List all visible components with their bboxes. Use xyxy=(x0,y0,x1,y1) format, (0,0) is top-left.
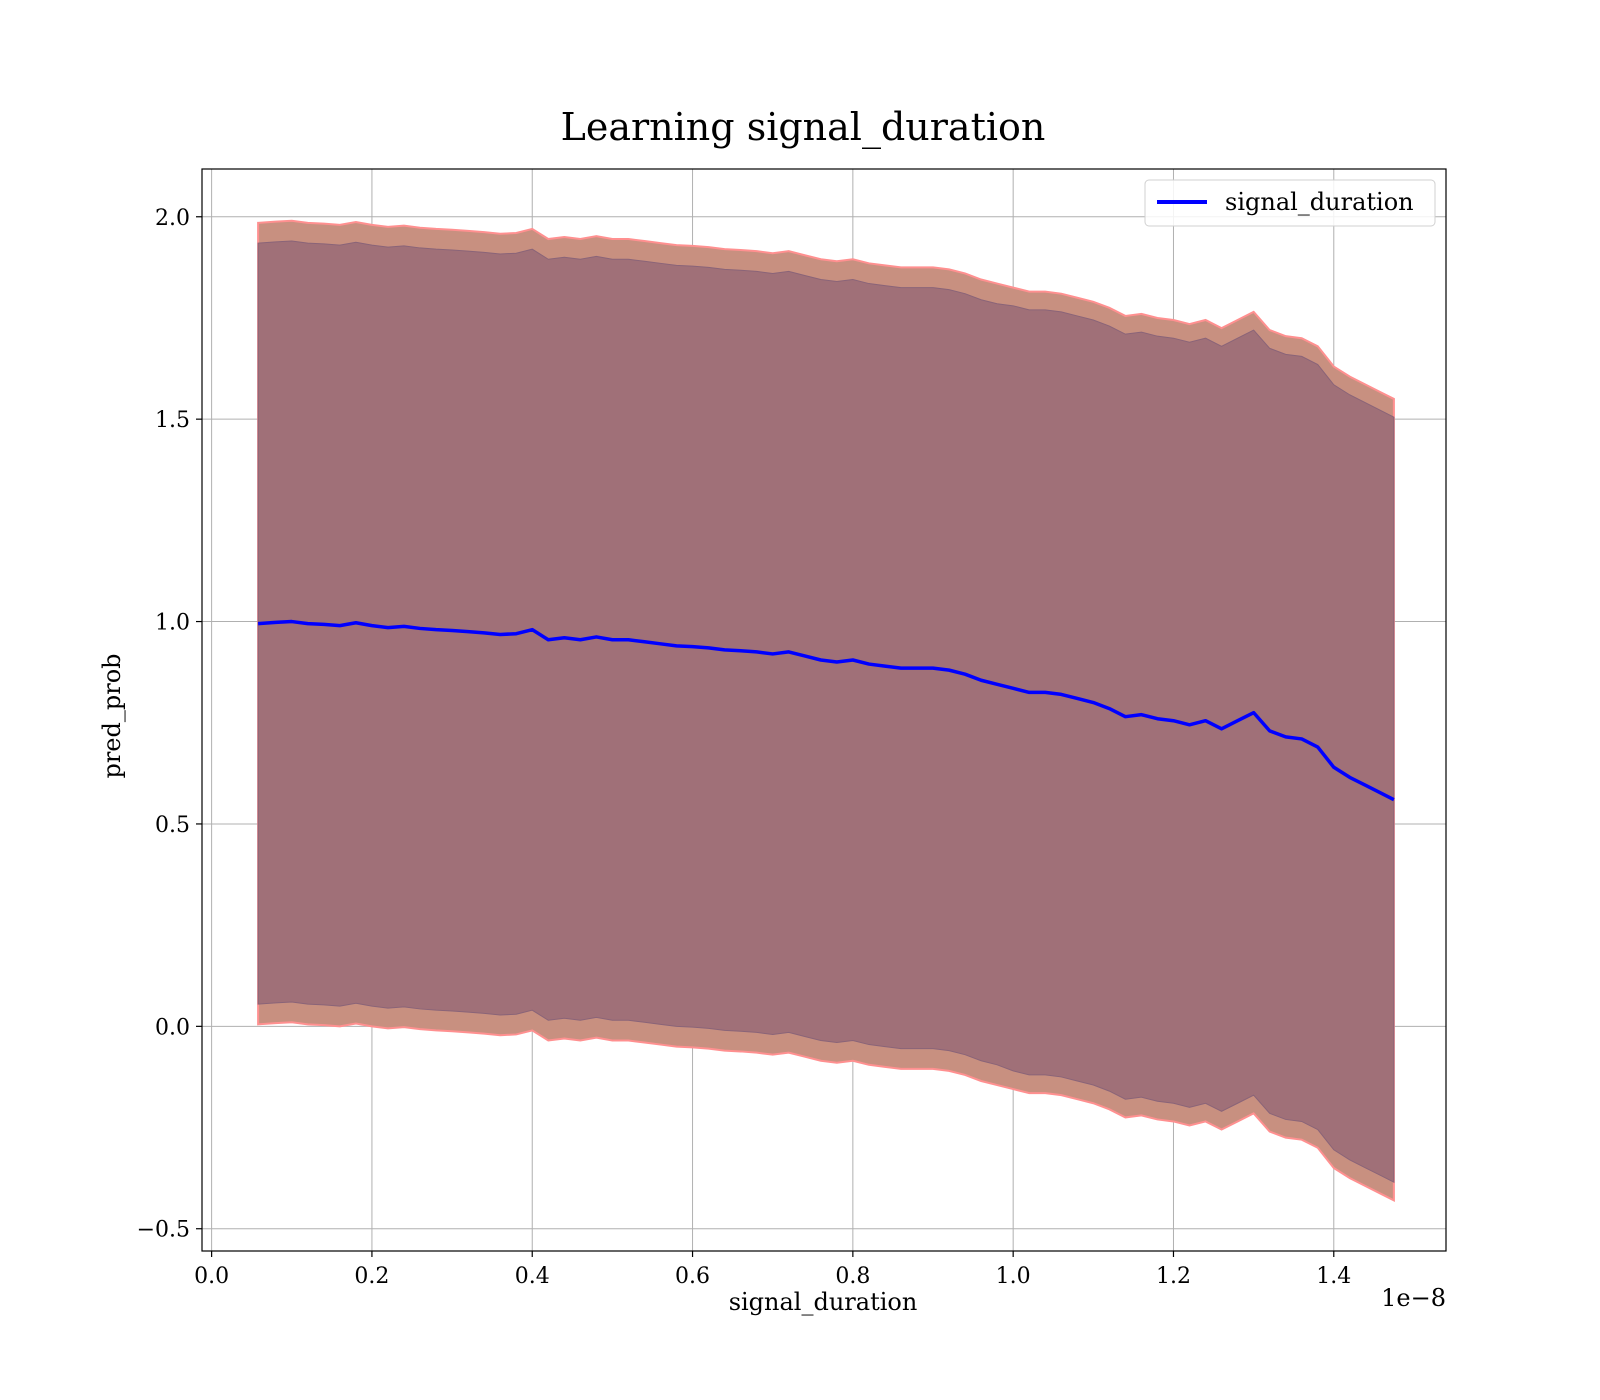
x-axis-offset-label: 1e−8 xyxy=(1381,1284,1446,1312)
x-tick-label: 0.8 xyxy=(835,1264,870,1289)
x-tick-label: 1.0 xyxy=(996,1264,1031,1289)
plot-frame xyxy=(201,168,1447,1252)
y-tick-label: −0.5 xyxy=(137,1218,190,1243)
y-tick-label: 1.5 xyxy=(155,408,190,433)
y-tick-label: 1.0 xyxy=(155,611,190,636)
inner-uncertainty-band xyxy=(257,240,1395,1184)
y-axis-label: pred_prob xyxy=(98,653,126,778)
x-tick-label: 0.6 xyxy=(675,1264,710,1289)
x-axis-ticks: 0.0 0.2 0.4 0.6 0.8 1.0 1.2 1.4 xyxy=(194,1251,1351,1289)
y-tick-label: 0.0 xyxy=(155,1015,190,1040)
chart-title: Learning signal_duration xyxy=(561,105,1046,150)
y-axis-ticks: −0.5 0.0 0.5 1.0 1.5 2.0 xyxy=(137,206,202,1243)
y-tick-label: 2.0 xyxy=(155,206,190,231)
y-tick-label: 0.5 xyxy=(155,813,190,838)
plot-area xyxy=(201,168,1447,1252)
x-tick-label: 0.2 xyxy=(354,1264,389,1289)
legend: signal_duration xyxy=(1144,179,1436,227)
x-tick-label: 0.0 xyxy=(194,1264,229,1289)
x-tick-label: 1.4 xyxy=(1316,1264,1351,1289)
legend-box xyxy=(1144,179,1436,227)
legend-entry-signal-duration: signal_duration xyxy=(1225,188,1414,216)
x-tick-label: 1.2 xyxy=(1156,1264,1191,1289)
series-line-signal-duration xyxy=(257,619,1395,802)
x-axis-label: signal_duration xyxy=(729,1288,918,1316)
x-tick-label: 0.4 xyxy=(515,1264,550,1289)
